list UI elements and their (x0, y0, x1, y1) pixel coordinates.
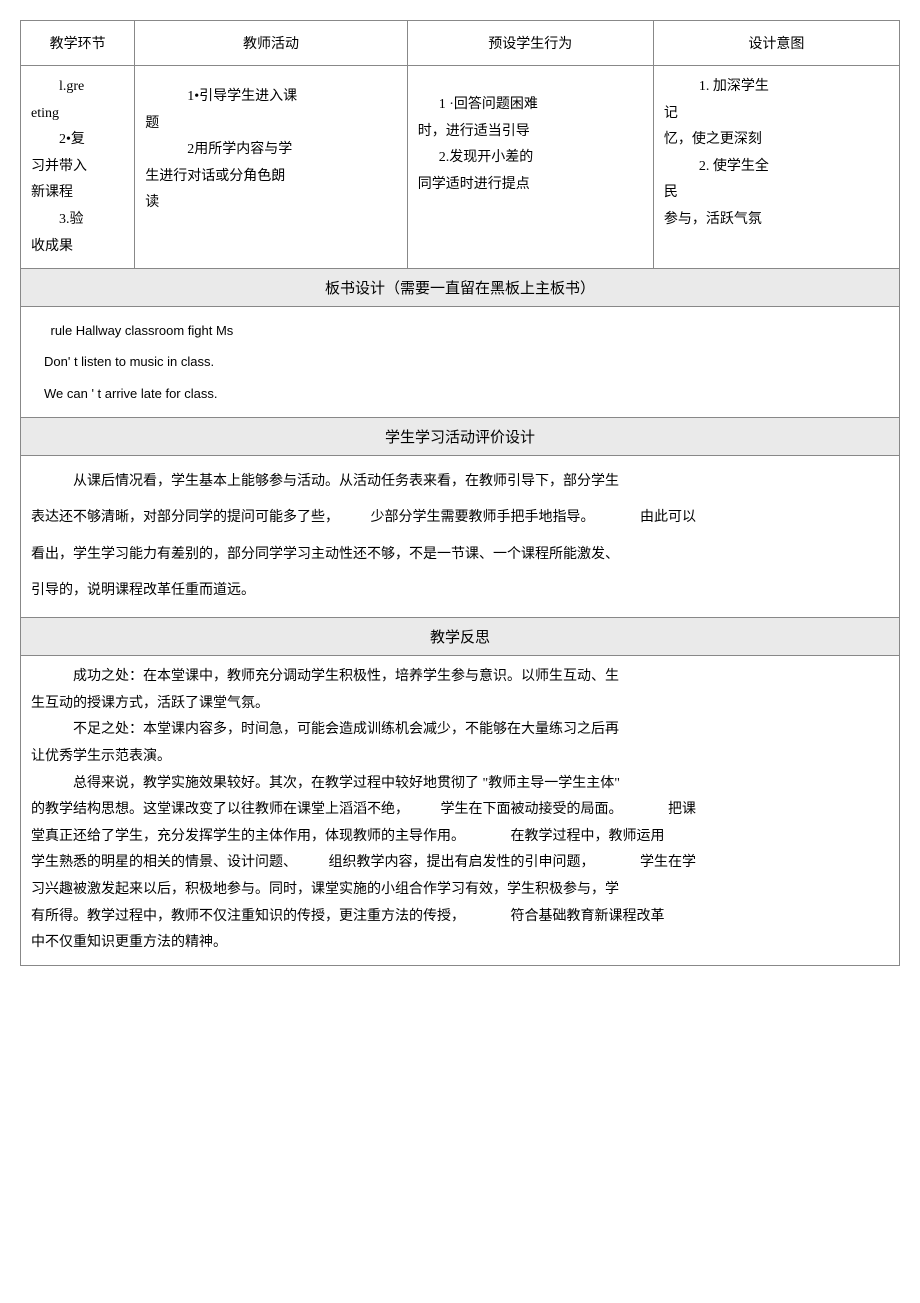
header-row: 教学环节 教师活动 预设学生行为 设计意图 (21, 21, 900, 66)
board-l1: rule Hallway classroom fight Ms (31, 315, 889, 346)
teacher-l5: 读 (145, 190, 396, 217)
eval-content: 从课后情况看，学生基本上能够参与活动。从活动任务表来看，在教师引导下，部分学生 … (21, 455, 900, 618)
ref-p2: 生互动的授课方式，活跃了课堂气氛。 (31, 691, 889, 718)
lesson-plan-table: 教学环节 教师活动 预设学生行为 设计意图 l.gre eting 2•复 习并… (20, 20, 900, 966)
header-col4: 设计意图 (653, 21, 899, 66)
intent-l3: 忆，使之更深刻 (664, 127, 889, 154)
intent-l4: 2. 使学生全 (664, 154, 889, 181)
cell-teacher: 1•引导学生进入课 题 2用所学内容与学 生进行对话或分角色朗 读 (135, 66, 407, 269)
ref-p10b: 符合基础教育新课程改革 (511, 909, 665, 924)
ref-p7a: 堂真正还给了学生，充分发挥学生的主体作用，体现教师的主导作用。 (31, 829, 465, 844)
cell-intent: 1. 加深学生 记 忆，使之更深刻 2. 使学生全 民 参与，活跃气氛 (653, 66, 899, 269)
ref-p8a: 学生熟悉的明星的相关的情景、设计问题、 (31, 855, 297, 870)
ref-p7: 堂真正还给了学生，充分发挥学生的主体作用，体现教师的主导作用。 在教学过程中，教… (31, 824, 889, 851)
stage-l5: 新课程 (31, 180, 124, 207)
teacher-l2: 题 (145, 111, 396, 138)
eval-p3: 看出，学生学习能力有差别的，部分同学学习主动性还不够，不是一节课、一个课程所能激… (31, 537, 889, 573)
board-content-row: rule Hallway classroom fight Ms Don' t l… (21, 307, 900, 418)
ref-p10a: 有所得。教学过程中，教师不仅注重知识的传授，更注重方法的传授， (31, 909, 465, 924)
eval-p4: 引导的，说明课程改革任重而道远。 (31, 573, 889, 609)
board-l3: We can ' t arrive late for class. (31, 378, 889, 409)
ref-p7b: 在教学过程中，教师运用 (511, 829, 665, 844)
intent-l2: 记 (664, 101, 889, 128)
ref-p6a: 的教学结构思想。这堂课改变了以往教师在课堂上滔滔不绝， (31, 802, 409, 817)
ref-p6b: 学生在下面被动接受的局面。 (441, 802, 623, 817)
stage-l1: l.gre (31, 74, 124, 101)
eval-p1: 从课后情况看，学生基本上能够参与活动。从活动任务表来看，在教师引导下，部分学生 (31, 464, 889, 500)
ref-p9: 习兴趣被激发起来以后，积极地参与。同时，课堂实施的小组合作学习有效，学生积极参与… (31, 877, 889, 904)
ref-p6: 的教学结构思想。这堂课改变了以往教师在课堂上滔滔不绝， 学生在下面被动接受的局面… (31, 797, 889, 824)
eval-p2a: 表达还不够清晰，对部分同学的提问可能多了些， (31, 510, 339, 525)
content-row: l.gre eting 2•复 习并带入 新课程 3.验 收成果 1•引导学生进… (21, 66, 900, 269)
ref-p10: 有所得。教学过程中，教师不仅注重知识的传授，更注重方法的传授， 符合基础教育新课… (31, 904, 889, 931)
intent-l6: 参与，活跃气氛 (664, 207, 889, 234)
ref-p8b: 组织教学内容，提出有启发性的引申问题， (329, 855, 595, 870)
eval-title: 学生学习活动评价设计 (21, 417, 900, 455)
teacher-l1: 1•引导学生进入课 (145, 84, 396, 111)
reflect-header-row: 教学反思 (21, 618, 900, 656)
reflect-content-row: 成功之处：在本堂课中，教师充分调动学生积极性，培养学生参与意识。以师生互动、生 … (21, 656, 900, 966)
eval-content-row: 从课后情况看，学生基本上能够参与活动。从活动任务表来看，在教师引导下，部分学生 … (21, 455, 900, 618)
teacher-l3: 2用所学内容与学 (145, 137, 396, 164)
header-col3: 预设学生行为 (407, 21, 653, 66)
ref-p5: 总得来说，教学实施效果较好。其次，在教学过程中较好地贯彻了 "教师主导一学生主体… (31, 771, 889, 798)
ref-p8c: 学生在学 (640, 855, 696, 870)
eval-p2c: 由此可以 (640, 510, 696, 525)
ref-p6c: 把课 (668, 802, 696, 817)
header-col1: 教学环节 (21, 21, 135, 66)
student-l4: 同学适时进行提点 (418, 172, 643, 199)
stage-l6: 3.验 (31, 207, 124, 234)
eval-p2: 表达还不够清晰，对部分同学的提问可能多了些， 少部分学生需要教师手把手地指导。 … (31, 500, 889, 536)
reflect-content: 成功之处：在本堂课中，教师充分调动学生积极性，培养学生参与意识。以师生互动、生 … (21, 656, 900, 966)
stage-l2: eting (31, 101, 124, 128)
ref-p1: 成功之处：在本堂课中，教师充分调动学生积极性，培养学生参与意识。以师生互动、生 (31, 664, 889, 691)
stage-l3: 2•复 (31, 127, 124, 154)
stage-l4: 习并带入 (31, 154, 124, 181)
intent-l1: 1. 加深学生 (664, 74, 889, 101)
header-col2: 教师活动 (135, 21, 407, 66)
ref-p3: 不足之处：本堂课内容多，时间急，可能会造成训练机会减少，不能够在大量练习之后再 (31, 717, 889, 744)
cell-stage: l.gre eting 2•复 习并带入 新课程 3.验 收成果 (21, 66, 135, 269)
ref-p11: 中不仅重知识更重方法的精神。 (31, 930, 889, 957)
student-l1: 1 ·回答问题困难 (418, 92, 643, 119)
board-header-row: 板书设计（需要一直留在黑板上主板书） (21, 269, 900, 307)
reflect-title: 教学反思 (21, 618, 900, 656)
board-content: rule Hallway classroom fight Ms Don' t l… (21, 307, 900, 418)
eval-header-row: 学生学习活动评价设计 (21, 417, 900, 455)
teacher-l4: 生进行对话或分角色朗 (145, 164, 396, 191)
stage-l7: 收成果 (31, 234, 124, 261)
cell-student: 1 ·回答问题困难 时，进行适当引导 2.发现开小差的 同学适时进行提点 (407, 66, 653, 269)
student-l3: 2.发现开小差的 (418, 145, 643, 172)
board-title: 板书设计（需要一直留在黑板上主板书） (21, 269, 900, 307)
board-l2: Don' t listen to music in class. (31, 346, 889, 377)
student-l2: 时，进行适当引导 (418, 119, 643, 146)
ref-p4: 让优秀学生示范表演。 (31, 744, 889, 771)
intent-l5: 民 (664, 180, 889, 207)
ref-p8: 学生熟悉的明星的相关的情景、设计问题、 组织教学内容，提出有启发性的引申问题， … (31, 850, 889, 877)
eval-p2b: 少部分学生需要教师手把手地指导。 (371, 510, 595, 525)
